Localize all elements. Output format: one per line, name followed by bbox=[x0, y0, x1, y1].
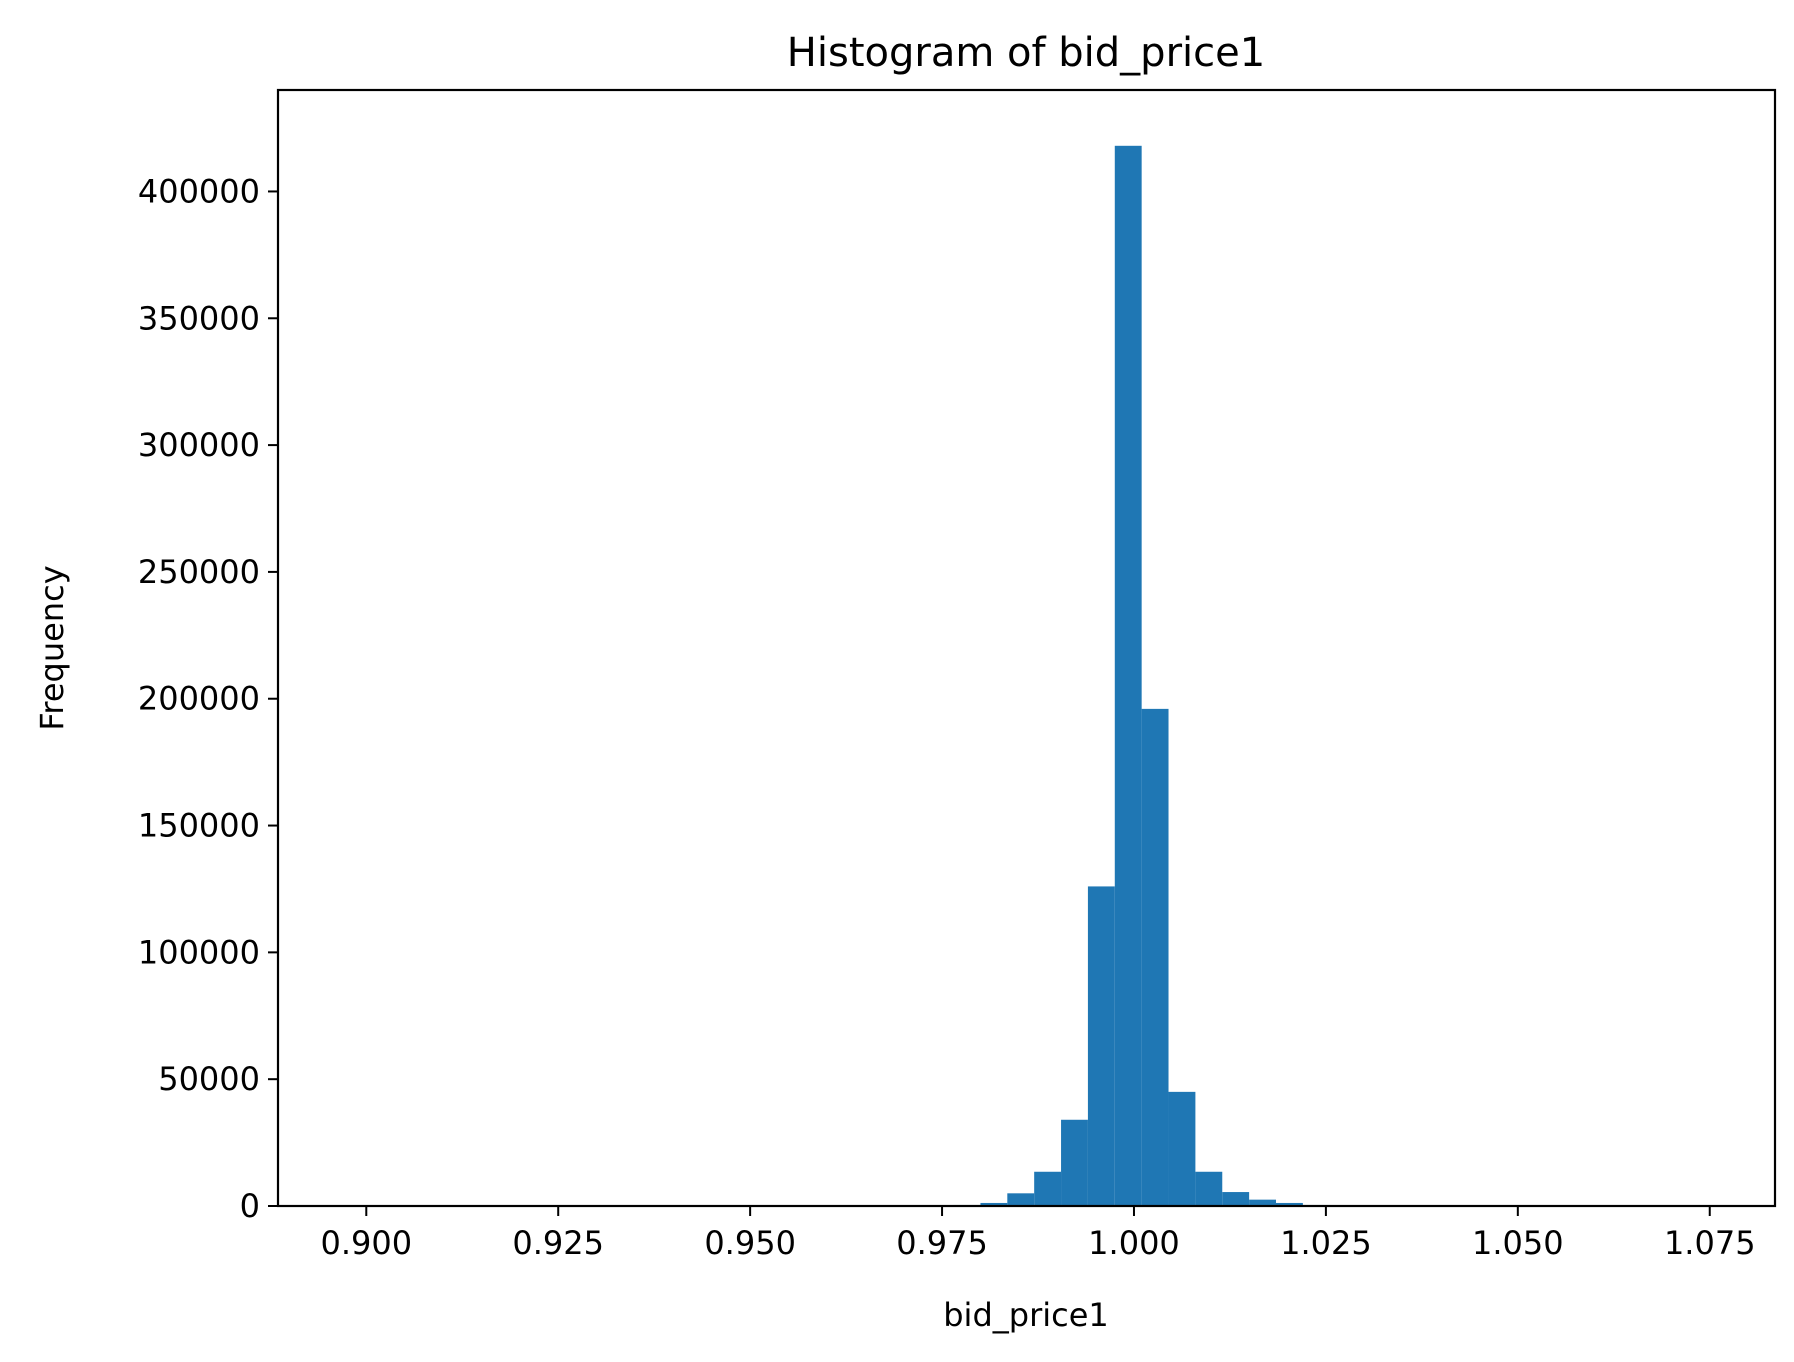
histogram-bar-7 bbox=[1114, 145, 1142, 1206]
histogram-bar-2 bbox=[980, 1202, 1008, 1206]
y-tick-label: 50000 bbox=[158, 1060, 260, 1098]
histogram-bar-8 bbox=[1141, 708, 1169, 1206]
y-axis-label: Frequency bbox=[33, 565, 71, 730]
histogram-bar-6 bbox=[1087, 886, 1115, 1206]
x-tick-label: 0.950 bbox=[704, 1224, 796, 1262]
histogram-bar-11 bbox=[1222, 1192, 1250, 1206]
x-tick-label: 0.925 bbox=[512, 1224, 604, 1262]
histogram-bar-10 bbox=[1195, 1171, 1223, 1206]
y-tick-label: 150000 bbox=[138, 807, 260, 845]
x-axis-ticks: 0.900 0.925 0.950 0.975 1.000 1.025 1.050 1.075 bbox=[320, 1206, 1756, 1262]
histogram-bar-3 bbox=[1007, 1193, 1035, 1206]
plot-frame bbox=[276, 88, 1777, 1208]
bars-group bbox=[953, 145, 1330, 1206]
histogram-bar-13 bbox=[1276, 1202, 1303, 1206]
y-tick-label: 350000 bbox=[138, 299, 260, 337]
y-tick-label: 0 bbox=[240, 1187, 260, 1225]
histogram-bar-4 bbox=[1034, 1171, 1062, 1206]
histogram-bar-5 bbox=[1061, 1119, 1088, 1206]
y-tick-label: 300000 bbox=[138, 426, 260, 464]
histogram-bar-12 bbox=[1249, 1199, 1276, 1206]
x-tick-label: 1.025 bbox=[1280, 1224, 1372, 1262]
y-axis-ticks: 0 50000 100000 150000 200000 250000 300000 3500… bbox=[138, 172, 278, 1225]
y-tick-label: 400000 bbox=[138, 172, 260, 210]
y-tick-label: 100000 bbox=[138, 933, 260, 971]
x-tick-label: 1.050 bbox=[1472, 1224, 1564, 1262]
x-tick-label: 1.075 bbox=[1664, 1224, 1756, 1262]
x-tick-label: 0.975 bbox=[896, 1224, 988, 1262]
histogram-bar-9 bbox=[1168, 1091, 1196, 1206]
x-axis-label: bid_price1 bbox=[943, 1296, 1109, 1334]
plot-area bbox=[278, 90, 1775, 1206]
y-tick-label: 200000 bbox=[138, 680, 260, 718]
chart-title: Histogram of bid_price1 bbox=[787, 30, 1265, 76]
x-tick-label: 1.000 bbox=[1088, 1224, 1180, 1262]
y-tick-label: 250000 bbox=[138, 553, 260, 591]
x-tick-label: 0.900 bbox=[320, 1224, 412, 1262]
